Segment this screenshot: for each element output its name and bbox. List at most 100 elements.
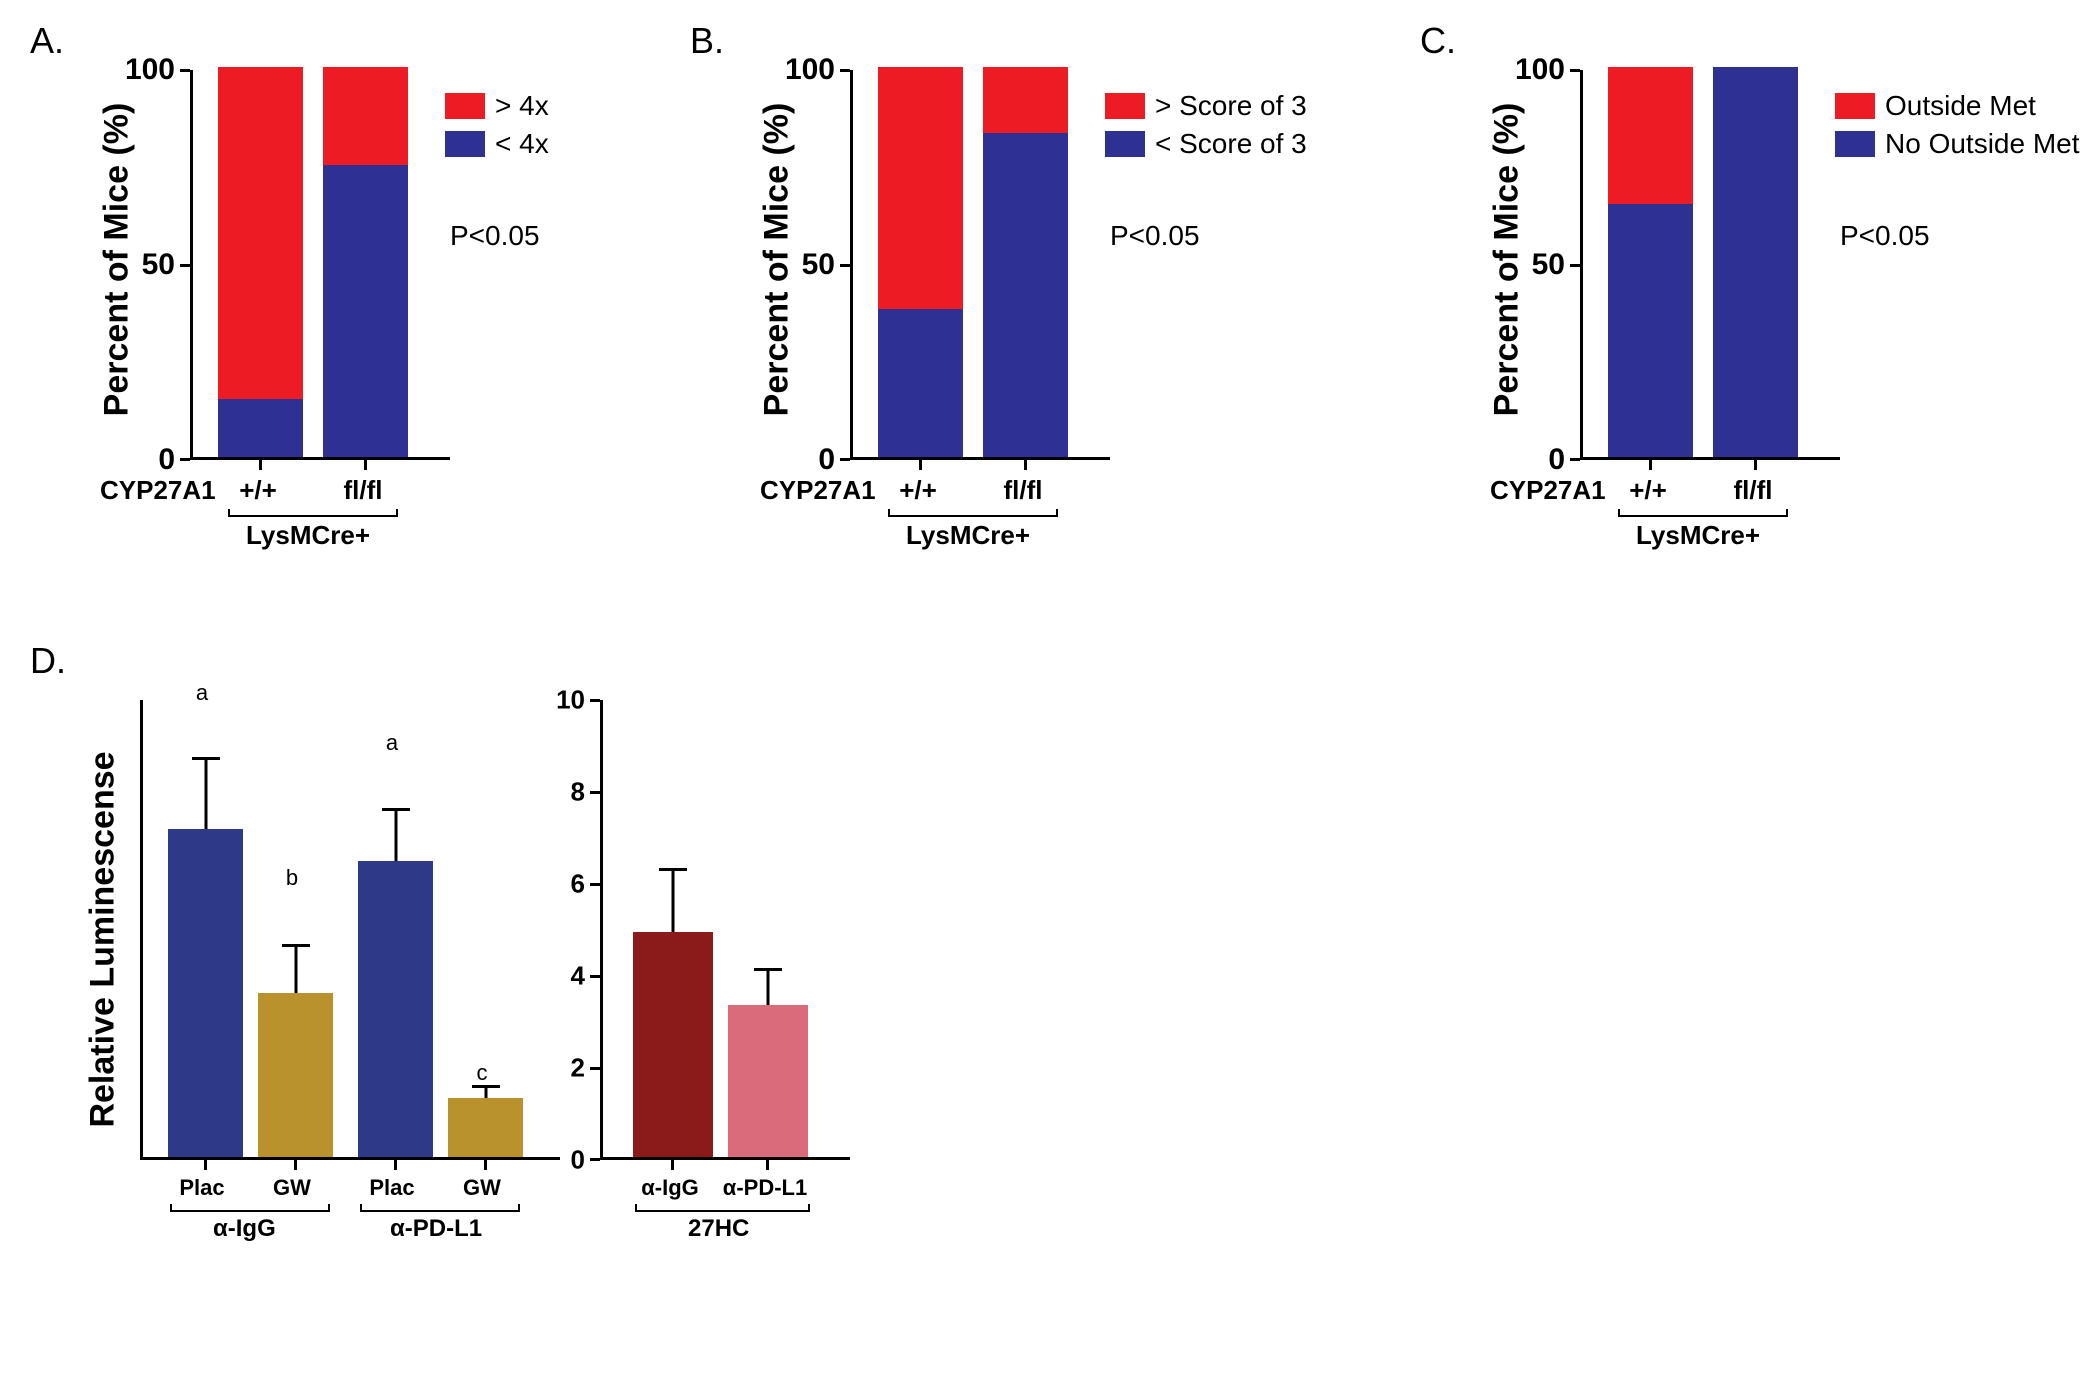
- bar-b-2-bot: [983, 133, 1068, 457]
- bar-d-4: [448, 1098, 523, 1157]
- bar-d-6: [728, 1005, 808, 1157]
- panel-a-label: A.: [30, 20, 64, 62]
- xtick-c-1: +/+: [1629, 475, 1667, 506]
- annotation-c: P<0.05: [1840, 220, 1930, 252]
- bar-a-2-bot: [323, 165, 408, 458]
- legend-b-1-swatch: [1105, 93, 1145, 119]
- ytick-50: 50: [142, 248, 175, 282]
- group-d-1: α-IgG: [213, 1215, 276, 1243]
- xtick-a-2: fl/fl: [344, 475, 383, 506]
- cap-d-5: [659, 868, 687, 871]
- bar-b-1-top: [878, 67, 963, 309]
- xtick-d-2: GW: [273, 1175, 311, 1201]
- xtick-d-6: α-PD-L1: [723, 1175, 807, 1201]
- xtick-b-1: +/+: [899, 475, 937, 506]
- legend-a-2: < 4x: [445, 128, 549, 160]
- xtick-d-5: α-IgG: [641, 1175, 699, 1201]
- err-d-1: [204, 757, 207, 829]
- legend-c-1-label: Outside Met: [1885, 90, 2036, 122]
- legend-c: Outside Met No Outside Met: [1835, 90, 2080, 166]
- bar-c-2: [1713, 67, 1798, 457]
- sig-d-4: c: [477, 1060, 488, 1086]
- bar-a-2-top: [323, 67, 408, 165]
- bar-d-5: [633, 932, 713, 1157]
- bar-c-1-bot: [1608, 204, 1693, 458]
- group-label-c: LysMCre+: [1636, 520, 1760, 551]
- err-d-3: [394, 808, 397, 861]
- ytick-c-100: 100: [1515, 53, 1565, 87]
- bar-c-2-bot: [1713, 67, 1798, 457]
- err-d-2: [294, 944, 297, 993]
- figure-root: A. Percent of Mice (%) 100 50 0 +/+ fl/f…: [20, 20, 2080, 1364]
- bar-a-1-bot: [218, 399, 303, 458]
- panel-d-ylabel: Relative Luminescense: [84, 751, 123, 1127]
- panel-b-ylabel: Percent of Mice (%): [757, 103, 796, 417]
- ytick-dr-0: 0: [571, 1145, 585, 1176]
- ytick-dr-8: 8: [571, 777, 585, 808]
- sig-d-3: a: [386, 730, 398, 756]
- ytick-b-50: 50: [802, 248, 835, 282]
- bracket-d-1: [170, 1210, 330, 1212]
- legend-c-2: No Outside Met: [1835, 128, 2080, 160]
- xtick-a-1: +/+: [239, 475, 277, 506]
- legend-b-2-swatch: [1105, 131, 1145, 157]
- panel-a-plot: 100 50 0: [190, 70, 430, 460]
- bar-d-2: [258, 993, 333, 1157]
- bar-d-1: [168, 829, 243, 1157]
- cap-d-6: [754, 968, 782, 971]
- sig-d-2: b: [286, 865, 298, 891]
- panel-c-plot: 100 50 0: [1580, 70, 1820, 460]
- group-d-2: α-PD-L1: [390, 1215, 482, 1243]
- bracket-c: [1618, 515, 1788, 517]
- bar-b-2: [983, 67, 1068, 457]
- row-label-b: CYP27A1: [760, 475, 876, 506]
- legend-c-1: Outside Met: [1835, 90, 2080, 122]
- annotation-b: P<0.05: [1110, 220, 1200, 252]
- panel-a-ylabel: Percent of Mice (%): [97, 103, 136, 417]
- xtick-d-3: Plac: [369, 1175, 414, 1201]
- err-d-5: [672, 868, 675, 932]
- legend-c-2-swatch: [1835, 131, 1875, 157]
- legend-a-2-swatch: [445, 131, 485, 157]
- bar-b-1: [878, 67, 963, 457]
- ytick-c-0: 0: [1548, 443, 1565, 477]
- bar-a-1-top: [218, 67, 303, 399]
- legend-a-1: > 4x: [445, 90, 549, 122]
- panel-b: B. Percent of Mice (%) 100 50 0 +/+ fl/f…: [690, 20, 1390, 620]
- legend-a-1-label: > 4x: [495, 90, 549, 122]
- group-label-b: LysMCre+: [906, 520, 1030, 551]
- panel-d-right-plot: 10 8 6 4 2 0: [600, 700, 830, 1160]
- group-d-3: 27HC: [688, 1215, 749, 1243]
- panel-c-label: C.: [1420, 20, 1456, 62]
- xtick-d-4: GW: [463, 1175, 501, 1201]
- xtick-d-1: Plac: [179, 1175, 224, 1201]
- ytick-c-50: 50: [1532, 248, 1565, 282]
- legend-b-2: < Score of 3: [1105, 128, 1307, 160]
- bar-b-2-top: [983, 67, 1068, 133]
- ytick-dr-6: 6: [571, 869, 585, 900]
- legend-b: > Score of 3 < Score of 3: [1105, 90, 1307, 166]
- ytick-dr-10: 10: [556, 685, 585, 716]
- bar-b-1-bot: [878, 309, 963, 457]
- row-label-a: CYP27A1: [100, 475, 216, 506]
- bracket-d-3: [635, 1210, 810, 1212]
- ytick-b-100: 100: [785, 53, 835, 87]
- legend-c-1-swatch: [1835, 93, 1875, 119]
- row-label-c: CYP27A1: [1490, 475, 1606, 506]
- bar-a-2: [323, 67, 408, 457]
- panel-c: C. Percent of Mice (%) 100 50 0 +/+ fl/f…: [1420, 20, 2100, 620]
- legend-a: > 4x < 4x: [445, 90, 549, 166]
- legend-b-1-label: > Score of 3: [1155, 90, 1307, 122]
- ytick-0: 0: [158, 443, 175, 477]
- panel-b-plot: 100 50 0: [850, 70, 1090, 460]
- group-label-a: LysMCre+: [246, 520, 370, 551]
- bar-c-1-top: [1608, 67, 1693, 204]
- bracket-a: [228, 515, 398, 517]
- cap-d-3: [382, 808, 410, 811]
- legend-c-2-label: No Outside Met: [1885, 128, 2080, 160]
- legend-a-2-label: < 4x: [495, 128, 549, 160]
- panel-b-label: B.: [690, 20, 724, 62]
- ytick-b-0: 0: [818, 443, 835, 477]
- legend-b-1: > Score of 3: [1105, 90, 1307, 122]
- bar-c-1: [1608, 67, 1693, 457]
